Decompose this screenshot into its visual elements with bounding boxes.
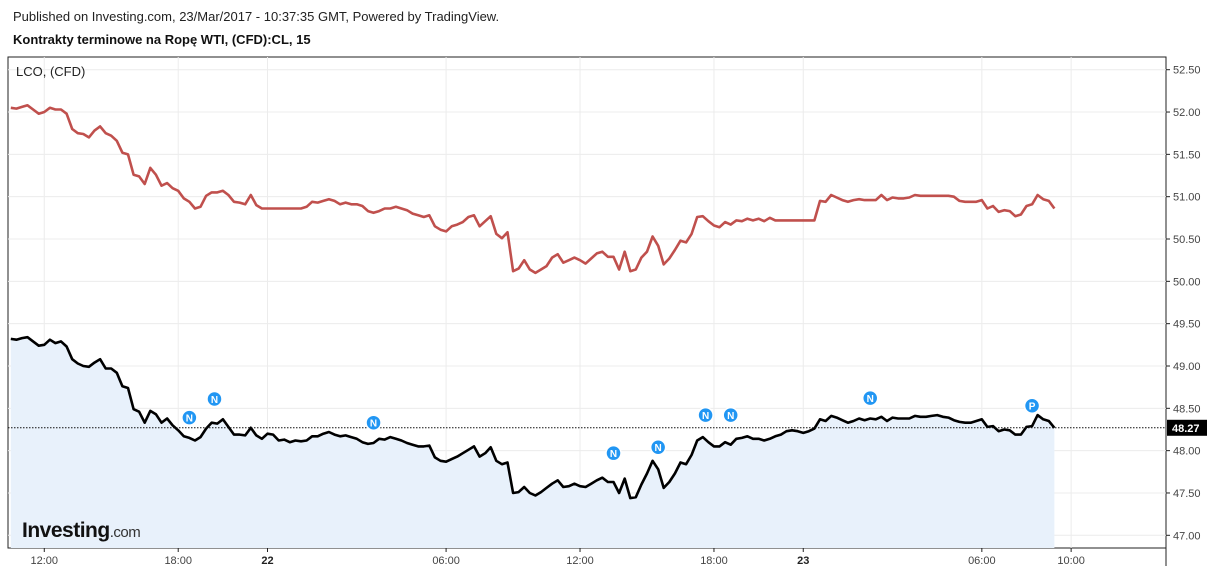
y-tick-label: 52.50 [1173,65,1201,77]
event-label: N [867,394,874,405]
logo-brand: Investing [22,519,110,542]
series-lines [10,104,1056,500]
x-tick-label: 10:00 [1057,555,1085,567]
event-label: N [655,443,662,454]
event-marker[interactable]: N [649,439,667,456]
y-tick-label: 51.50 [1173,149,1201,161]
event-label: N [370,419,377,430]
x-tick-label: 18:00 [700,555,728,567]
series-line-lco [10,104,1056,275]
event-badge [697,406,714,424]
x-tick-label: 12:00 [31,555,59,567]
event-label: N [727,411,734,422]
event-marker[interactable]: N [206,390,223,408]
published-note: Published on Investing.com, 23/Mar/2017 … [13,9,500,24]
event-badge [181,409,198,426]
y-tick-label: 48.00 [1173,446,1201,458]
cl-area [10,337,1055,548]
event-badge [722,406,739,424]
y-tick-label: 50.00 [1173,276,1201,288]
event-label: N [702,411,709,422]
event-label: N [186,413,193,424]
event-badge [206,390,223,408]
y-tick-label: 49.00 [1173,361,1201,373]
event-marker[interactable]: N [181,409,198,426]
y-tick-label: 47.50 [1173,488,1201,500]
event-markers[interactable]: N N N N N N N N P [181,389,1041,462]
area-fill [10,337,1055,548]
x-tick-label: 18:00 [164,555,192,567]
chart-title: Kontrakty terminowe na Ropę WTI, (CFD):C… [13,32,311,47]
event-badge [861,389,879,407]
event-marker[interactable]: N [722,406,739,424]
x-axis-labels: 12:00 18:00 22 06:00 12:00 18:00 23 06:00 10:00 [31,548,1085,567]
event-marker[interactable]: N [861,389,879,407]
y-tick-label: 50.50 [1173,234,1201,246]
x-tick-label: 12:00 [566,555,594,567]
event-badge [365,414,382,431]
event-marker[interactable]: P [1023,397,1041,415]
y-tick-label: 51.00 [1173,192,1201,204]
y-tick-label: 47.00 [1173,530,1201,542]
event-marker[interactable]: N [365,414,382,431]
event-marker[interactable]: N [605,444,622,462]
event-badge [605,444,622,462]
y-axis-labels: 47.00 47.50 48.00 48.50 49.00 49.50 50.00 50.50… [1166,65,1207,542]
event-badge [649,439,667,456]
event-label: P [1029,402,1036,413]
series-legend: LCO, (CFD) [16,64,86,79]
y-tick-label: 48.50 [1173,403,1201,415]
x-tick-label: 23 [797,555,809,567]
logo-suffix: .com [109,524,141,541]
event-badge [1023,397,1041,415]
x-tick-label: 06:00 [432,555,460,567]
x-tick-label: 22 [261,555,273,567]
investing-logo[interactable]: Investing.com [22,519,141,543]
price-label-box [1167,419,1207,436]
event-label: N [610,449,617,460]
price-label: 48.27 [1172,423,1200,435]
y-tick-label: 49.50 [1173,319,1201,331]
x-tick-label: 06:00 [968,555,996,567]
series-line-cl [10,335,1056,500]
event-marker[interactable]: N [697,406,714,424]
event-label: N [211,395,218,406]
y-tick-label: 52.00 [1173,107,1201,119]
